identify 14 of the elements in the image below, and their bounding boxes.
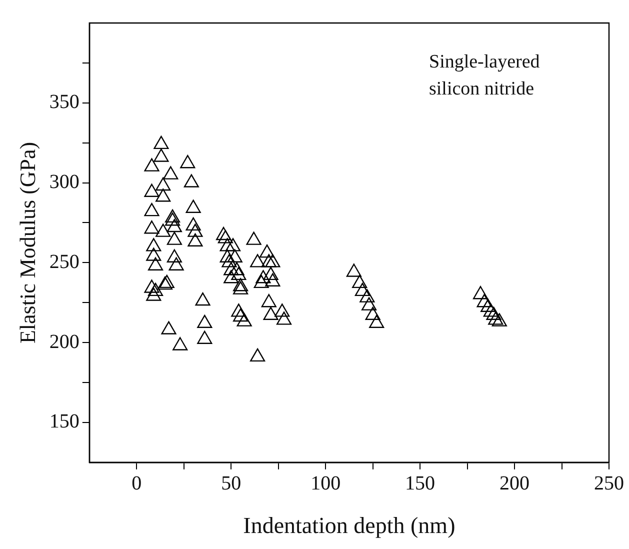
x-tick-label: 50 [221,472,242,495]
x-tick-label: 200 [500,472,530,495]
y-tick-label: 300 [49,171,80,194]
x-tick-label: 150 [405,472,436,495]
y-tick-label: 200 [49,330,80,353]
x-tick-label: 100 [310,472,341,495]
y-tick-label: 150 [49,410,80,433]
annotation: Single-layered silicon nitride [429,51,540,100]
x-axis-title: Indentation depth (nm) [243,513,456,538]
x-tick-label: 0 [132,472,142,495]
y-tick-label: 350 [49,91,80,114]
x-tick-label: 250 [594,472,624,495]
y-axis-title: Elastic Modulus (GPa) [14,142,40,344]
y-tick-label: 250 [49,250,80,273]
